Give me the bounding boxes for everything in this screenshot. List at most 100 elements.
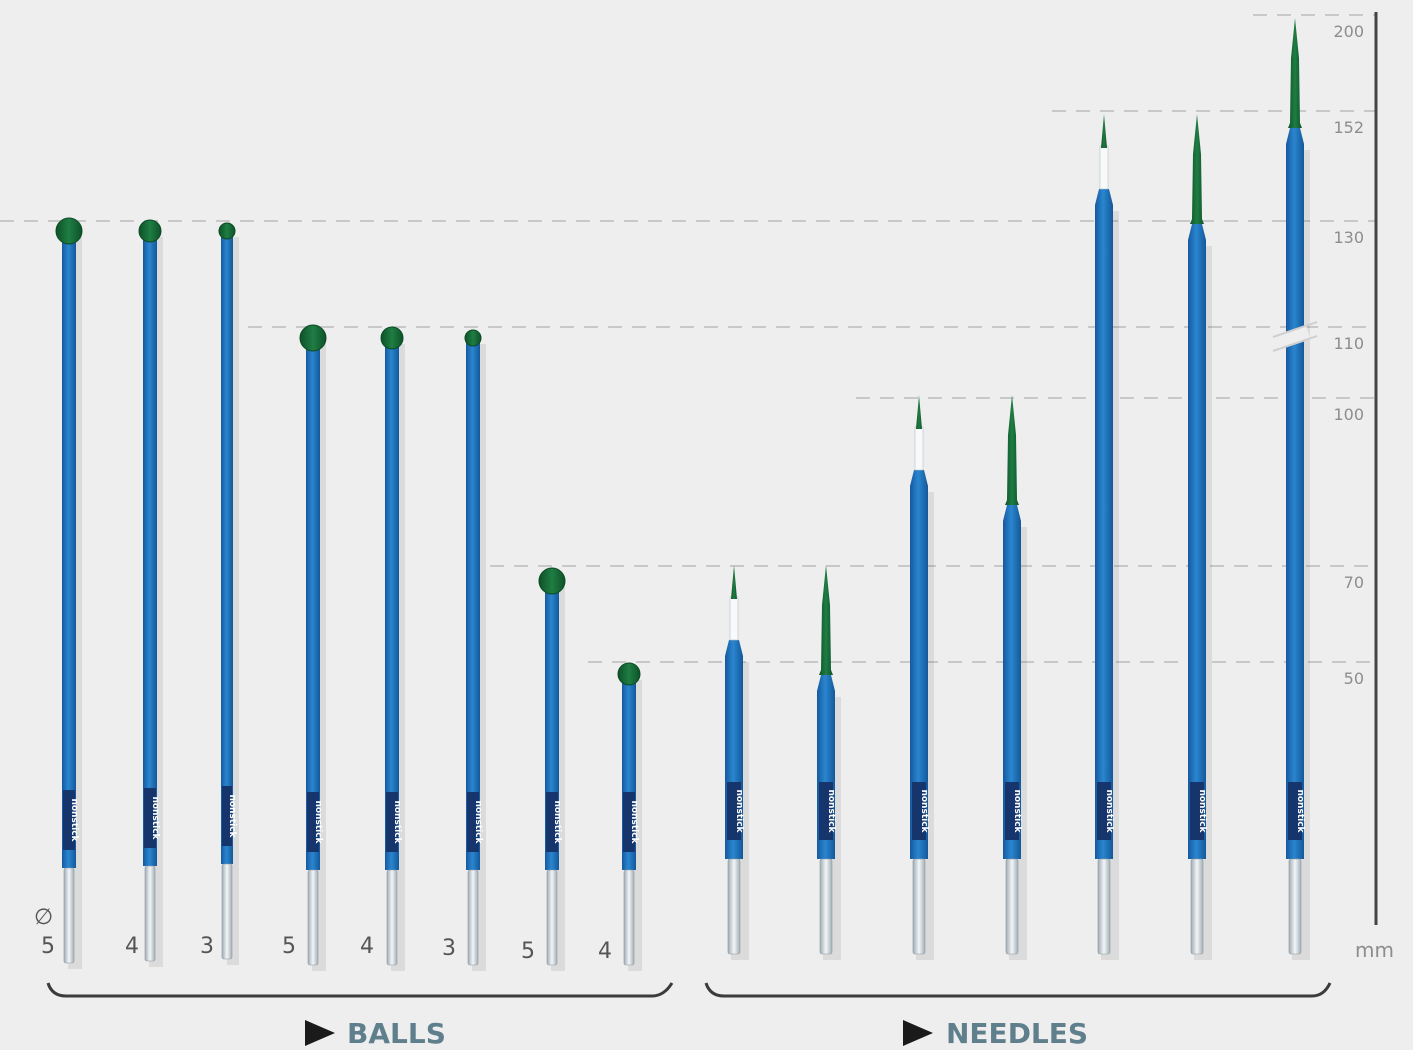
ball-electrode: nonstick [55, 217, 83, 969]
ball-diameter-label: 5 [521, 939, 535, 964]
connector-pin [1288, 858, 1302, 955]
ball-electrode: nonstick [138, 219, 163, 967]
electrode-shaft [466, 338, 480, 870]
ball-tip [380, 326, 404, 350]
nonstick-label [1005, 782, 1019, 840]
axis-unit-label: mm [1355, 938, 1394, 962]
ball-electrode: nonstick [299, 324, 327, 971]
nonstick-label-text: nonstick [552, 800, 562, 844]
nonstick-label-text: nonstick [1104, 789, 1114, 833]
needle-electrode: nonstick [910, 395, 934, 960]
nonstick-label-text: nonstick [919, 789, 929, 833]
needle-tip [819, 565, 833, 675]
nonstick-label-text: nonstick [392, 800, 402, 844]
connector-pin [623, 869, 635, 966]
nonstick-label-text: nonstick [1012, 789, 1022, 833]
axis-tick-label-110: 110 [1333, 334, 1364, 353]
needle-insulation [1099, 145, 1109, 190]
axis-tick-label-50: 50 [1344, 669, 1364, 688]
ball-diameter-labels: 5 4 3 5 4 3 5 4 [41, 934, 612, 964]
needle-electrode: nonstick [725, 565, 749, 960]
connector-pin [221, 863, 233, 960]
ball-electrode: nonstick [218, 222, 239, 965]
needles-group-brace [704, 982, 1332, 998]
connector-pin [144, 865, 156, 962]
nonstick-label [1097, 782, 1111, 840]
ball-diameter-label: 5 [41, 934, 55, 959]
ball-diameter-label: 3 [442, 936, 456, 961]
connector-pin [546, 869, 558, 966]
reference-lines [0, 14, 1376, 663]
electrodes: nonstick nonstick nonstick nonstick nonstick… [55, 18, 1318, 971]
nonstick-label [727, 782, 741, 840]
nonstick-label [546, 792, 558, 852]
nonstick-label [623, 792, 635, 852]
ball-electrode: nonstick [464, 329, 486, 971]
axis-tick-label-200: 200 [1333, 22, 1364, 41]
connector-pin [1097, 858, 1111, 955]
nonstick-label-text: nonstick [313, 800, 323, 844]
nonstick-label-text: nonstick [734, 789, 744, 833]
nonstick-label [386, 792, 398, 852]
ball-tip [218, 222, 236, 240]
ball-electrode: nonstick [380, 326, 405, 971]
axis-tick-label-70: 70 [1344, 573, 1364, 592]
nonstick-label-text: nonstick [826, 789, 836, 833]
needle-insulation [729, 596, 739, 641]
needles-play-icon [903, 1020, 933, 1046]
nonstick-label-text: nonstick [69, 798, 79, 842]
nonstick-label-text: nonstick [473, 800, 483, 844]
axis-tick-label-130: 130 [1333, 228, 1364, 247]
nonstick-label [222, 786, 232, 846]
electrode-shaft [1095, 189, 1113, 859]
axis-break-mark [1272, 335, 1318, 352]
electrode-shaft [385, 338, 399, 870]
nonstick-label [144, 788, 156, 848]
ball-electrode: nonstick [617, 662, 642, 971]
needle-tip [731, 565, 737, 599]
connector-pin [307, 869, 319, 966]
nonstick-label [467, 792, 479, 852]
axis-tick-label-100: 100 [1333, 405, 1364, 424]
nonstick-label-text: nonstick [227, 794, 237, 838]
ball-electrode: nonstick [538, 567, 566, 971]
connector-pin [727, 858, 741, 955]
needle-electrode: nonstick [817, 565, 841, 960]
electrode-shaft [143, 231, 157, 866]
ball-diameter-label: 3 [200, 934, 214, 959]
electrode-shaft [62, 231, 76, 868]
nonstick-label [63, 790, 75, 850]
nonstick-label [307, 792, 319, 852]
needle-tip [1190, 114, 1204, 224]
needle-electrode: nonstick [1095, 114, 1119, 960]
electrode-shaft [1286, 128, 1304, 859]
needle-tip [916, 395, 922, 429]
nonstick-label [912, 782, 926, 840]
needles-group-label: NEEDLES [946, 1017, 1088, 1050]
connector-pin [819, 858, 833, 955]
connector-pin [912, 858, 926, 955]
ball-diameter-label: 4 [360, 934, 374, 959]
ball-tip [464, 329, 482, 347]
balls-group-label: BALLS [347, 1017, 446, 1050]
nonstick-label-text: nonstick [150, 796, 160, 840]
connector-pin [63, 867, 75, 964]
axis-ticks: 200 152 130 110 100 70 50 [1333, 22, 1364, 688]
electrode-shaft [221, 231, 233, 864]
needle-electrode: nonstick [1003, 395, 1027, 960]
ball-diameter-label: 4 [125, 934, 139, 959]
electrode-shaft [1003, 505, 1021, 859]
nonstick-label [1190, 782, 1204, 840]
electrode-shaft [1188, 224, 1206, 859]
ball-diameter-label: 4 [598, 939, 612, 964]
nonstick-label-text: nonstick [1295, 789, 1305, 833]
ball-tip [138, 219, 162, 243]
electrode-shaft [306, 338, 320, 870]
connector-pin [1190, 858, 1204, 955]
nonstick-label-text: nonstick [1197, 789, 1207, 833]
balls-play-icon [305, 1020, 335, 1046]
electrode-shaft [910, 470, 928, 859]
nonstick-label-text: nonstick [629, 800, 639, 844]
connector-pin [1005, 858, 1019, 955]
